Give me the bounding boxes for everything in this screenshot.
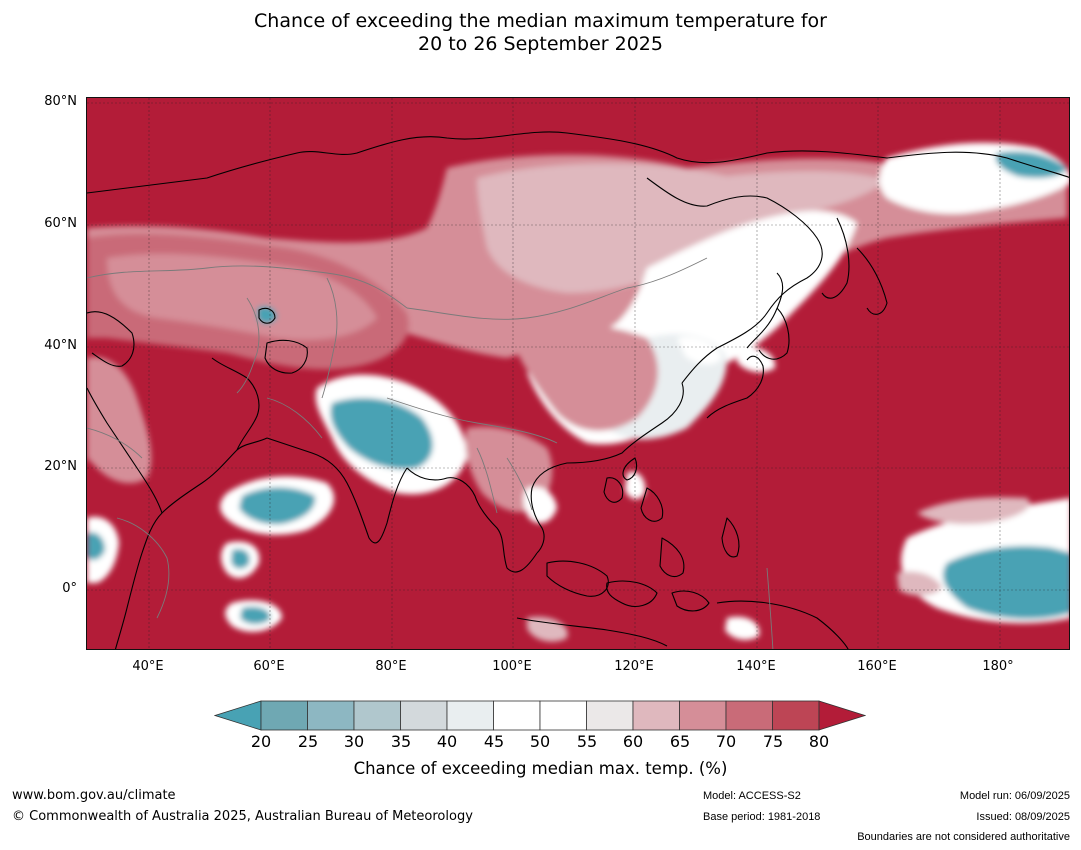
colorbar-segment	[446, 700, 494, 731]
colorbar-segment	[353, 700, 401, 731]
colorbar-segment	[679, 700, 727, 731]
colorbar-tick: 75	[762, 732, 784, 751]
lon-label-160e: 160°E	[857, 659, 897, 674]
lat-label-80n: 80°N	[44, 94, 77, 109]
colorbar-segment	[400, 700, 448, 731]
colorbar-ticks: 20 25 30 35 40 45 50 55 60 65 70 75 80	[0, 732, 1081, 752]
colorbar-tick: 55	[576, 732, 598, 751]
colorbar	[214, 700, 866, 731]
colorbar-tick: 70	[715, 732, 737, 751]
lon-label-140e: 140°E	[736, 659, 776, 674]
lat-label-0: 0°	[62, 581, 77, 596]
lat-label-60n: 60°N	[44, 216, 77, 231]
colorbar-tick: 35	[390, 732, 412, 751]
colorbar-tick: 40	[436, 732, 458, 751]
colorbar-segment	[772, 700, 820, 731]
colorbar-segment	[725, 700, 773, 731]
colorbar-tick: 60	[622, 732, 644, 751]
colorbar-segment	[260, 700, 308, 731]
colorbar-segment	[493, 700, 541, 731]
issued-text: Issued: 08/09/2025	[976, 811, 1070, 823]
lat-label-20n: 20°N	[44, 459, 77, 474]
website-link[interactable]: www.bom.gov.au/climate	[12, 788, 176, 803]
colorbar-extend-low	[214, 700, 262, 731]
lat-label-40n: 40°N	[44, 338, 77, 353]
lon-label-180: 180°	[982, 659, 1014, 674]
map-canvas	[87, 98, 1069, 649]
colorbar-tick: 25	[297, 732, 319, 751]
colorbar-tick: 80	[808, 732, 830, 751]
base-period-text: Base period: 1981-2018	[703, 811, 821, 823]
colorbar-extend-high	[818, 700, 866, 731]
lon-label-60e: 60°E	[253, 659, 285, 674]
colorbar-tick: 30	[343, 732, 365, 751]
lon-label-120e: 120°E	[614, 659, 654, 674]
colorbar-tick: 50	[529, 732, 551, 751]
colorbar-segment	[632, 700, 680, 731]
title-line-2: 20 to 26 September 2025	[418, 33, 663, 55]
lon-label-80e: 80°E	[375, 659, 407, 674]
boundaries	[87, 257, 774, 649]
coastlines	[87, 131, 1069, 649]
map-title: Chance of exceeding the median maximum t…	[0, 10, 1081, 56]
colorbar-segment	[307, 700, 355, 731]
probability-map	[86, 97, 1070, 650]
colorbar-tick: 20	[250, 732, 272, 751]
title-line-1: Chance of exceeding the median maximum t…	[254, 10, 827, 32]
colorbar-segment	[539, 700, 587, 731]
colorbar-label: Chance of exceeding median max. temp. (%…	[353, 759, 728, 778]
model-run-text: Model run: 06/09/2025	[959, 790, 1070, 802]
graticule	[87, 98, 1069, 649]
colorbar-segments	[214, 700, 866, 731]
lon-label-40e: 40°E	[132, 659, 164, 674]
colorbar-segment	[586, 700, 634, 731]
model-text: Model: ACCESS-S2	[703, 790, 801, 802]
lon-label-100e: 100°E	[492, 659, 532, 674]
disclaimer-text: Boundaries are not considered authoritat…	[857, 831, 1070, 843]
colorbar-tick: 45	[483, 732, 505, 751]
probability-shading	[87, 142, 1069, 642]
colorbar-tick: 65	[669, 732, 691, 751]
copyright-text: © Commonwealth of Australia 2025, Austra…	[12, 809, 473, 824]
